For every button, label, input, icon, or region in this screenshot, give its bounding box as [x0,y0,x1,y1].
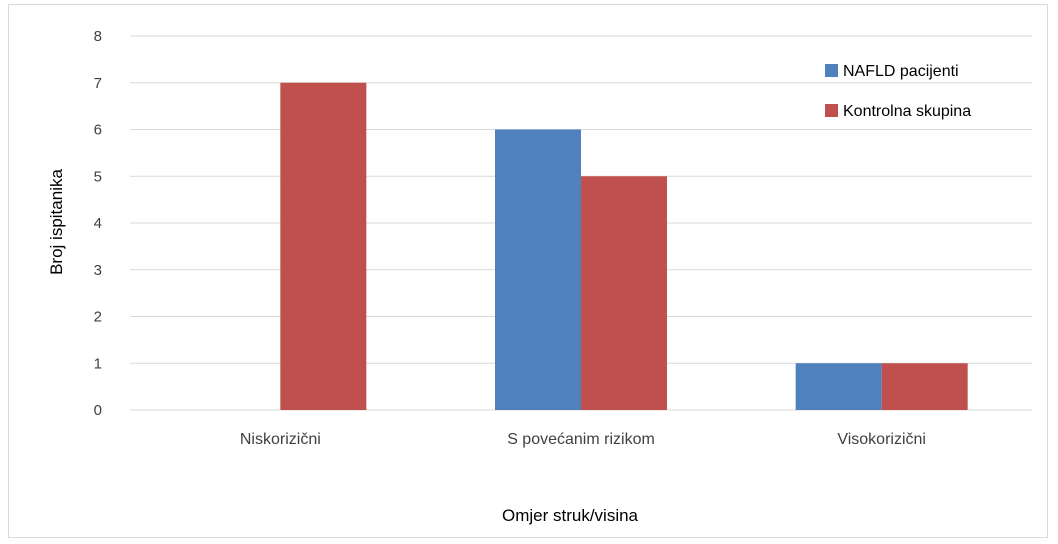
bars [280,82,968,410]
y-tick-labels: 0 1 2 3 4 5 6 7 8 [94,28,102,419]
y-tick-label: 4 [94,215,102,232]
x-category-label: S povećanim rizikom [507,431,655,448]
bar-kontrolna-0 [280,82,367,410]
y-tick-label: 0 [94,402,102,419]
y-tick-label: 7 [94,75,102,92]
y-tick-label: 2 [94,309,102,326]
legend-swatch [825,104,838,117]
x-category-label: Niskorizični [240,431,321,448]
x-category-label: Visokorizični [837,431,926,448]
y-tick-label: 5 [94,168,102,185]
y-tick-label: 6 [94,122,102,139]
legend-swatch [825,64,838,77]
legend: NAFLD pacijenti Kontrolna skupina [825,63,971,120]
bar-nafld-1 [495,129,581,410]
bar-nafld-2 [795,363,882,410]
x-category-labels: Niskorizični S povećanim rizikom Visokoriz… [240,431,926,448]
y-axis-title: Broj ispitanika [47,169,66,275]
y-tick-label: 8 [94,28,102,45]
y-tick-label: 3 [94,262,102,279]
bar-kontrolna-1 [581,176,667,410]
legend-label: Kontrolna skupina [843,103,971,120]
bar-kontrolna-2 [881,363,968,410]
x-axis-title: Omjer struk/visina [502,506,639,525]
legend-label: NAFLD pacijenti [843,63,959,80]
y-tick-label: 1 [94,355,102,372]
